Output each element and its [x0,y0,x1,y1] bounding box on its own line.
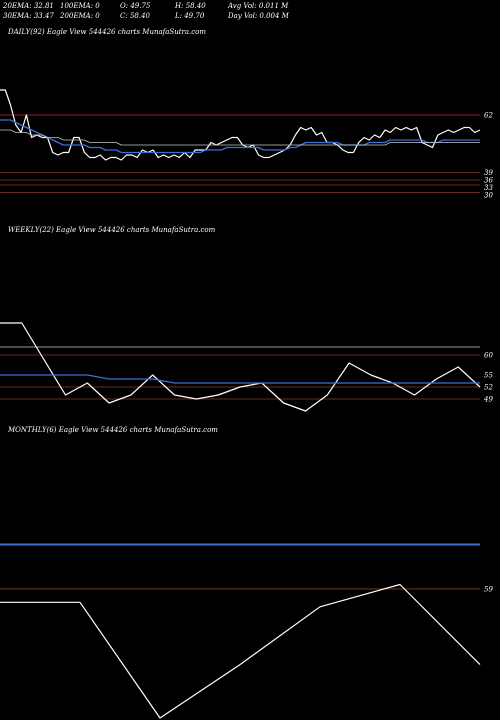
y-tick-label-3: 33 [484,184,493,192]
stats-header: 20EMA: 32.81 100EMA: 0 O: 49.75 H: 58.40… [0,0,500,24]
ema100-stat: 100EMA: 0 [60,2,100,10]
y-tick-label-0: 59 [484,585,493,593]
day-vol-stat: Day Vol: 0.004 M [228,12,289,20]
series-line-1 [0,374,480,384]
daily-chart-title: DAILY(92) Eagle View 544426 charts Munaf… [8,28,207,36]
weekly-chart-title: WEEKLY(22) Eagle View 544426 charts Muna… [8,226,216,234]
high-stat: H: 58.40 [175,2,206,10]
avg-vol-stat: Avg Vol: 0.011 M [228,2,289,10]
open-stat: O: 49.75 [120,2,151,10]
weekly-chart: 60 55 52 49 [0,322,493,412]
y-tick-label-0: 62 [484,112,493,120]
y-tick-label-1: 55 [484,372,493,380]
y-tick-label-1: 39 [484,169,493,177]
series-line-2 [0,129,480,146]
y-tick-label-3: 49 [483,396,493,404]
ema20-stat: 20EMA: 32.81 [3,2,54,10]
low-stat: L: 49.70 [175,12,205,20]
ema200-stat: 200EMA: 0 [60,12,100,20]
monthly-chart: 59 [0,543,493,719]
monthly-chart-title: MONTHLY(6) Eagle View 544426 charts Muna… [8,426,218,434]
y-tick-label-2: 52 [484,384,493,392]
y-tick-label-2: 36 [484,177,493,185]
y-tick-label-0: 60 [484,352,493,360]
series-line-0 [0,89,481,161]
ema30-stat: 30EMA: 33.47 [3,12,54,20]
series-line-0 [0,322,481,412]
series-line-0 [0,583,481,719]
close-stat: C: 58.40 [120,12,150,20]
series-line-1 [0,119,480,154]
y-tick-label-4: 30 [484,192,493,200]
